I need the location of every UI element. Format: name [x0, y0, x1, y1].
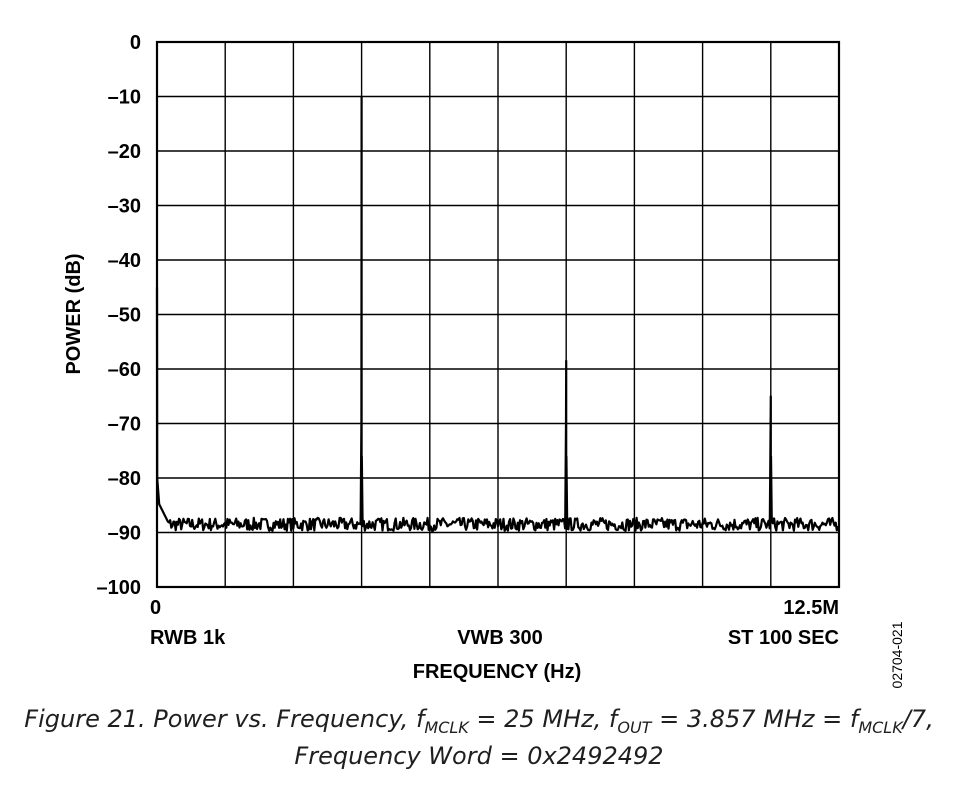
annotation-rwb: RWB 1k	[150, 627, 226, 649]
plot-frame	[155, 40, 841, 589]
grid-lines	[157, 42, 839, 587]
spectrum-trace	[155, 95, 841, 532]
y-tick-label: –60	[108, 359, 141, 381]
annotation-vwb: VWB 300	[457, 627, 543, 649]
y-tick-label: –70	[108, 414, 141, 436]
figure-caption: Figure 21. Power vs. Frequency, fMCLK = …	[24, 705, 934, 737]
y-tick-label: –80	[108, 468, 141, 490]
figure-caption-line2: Frequency Word = 0x2492492	[294, 742, 664, 770]
annotation-st: ST 100 SEC	[728, 627, 839, 649]
y-tick-label: –20	[108, 141, 141, 163]
y-tick-label: –50	[108, 305, 141, 327]
y-tick-label: –90	[108, 523, 141, 545]
y-tick-label: –10	[108, 87, 141, 109]
x-end-label: 12.5M	[783, 597, 839, 619]
x-start-label: 0	[150, 597, 161, 619]
y-tick-label: –40	[108, 250, 141, 272]
y-tick-label: –30	[108, 196, 141, 218]
y-axis-label: POWER (dB)	[63, 253, 85, 374]
y-tick-label: –100	[97, 577, 142, 599]
x-axis-label: FREQUENCY (Hz)	[413, 661, 582, 683]
y-axis-ticks: 0 –10 –20 –30 –40 –50 –60 –70 –80 –90 –100	[97, 32, 142, 599]
side-code: 02704-021	[889, 621, 905, 688]
y-tick-label: 0	[130, 32, 141, 54]
spectrum-chart: 0 –10 –20 –30 –40 –50 –60 –70 –80 –90 –100 POWER (…	[63, 32, 905, 688]
